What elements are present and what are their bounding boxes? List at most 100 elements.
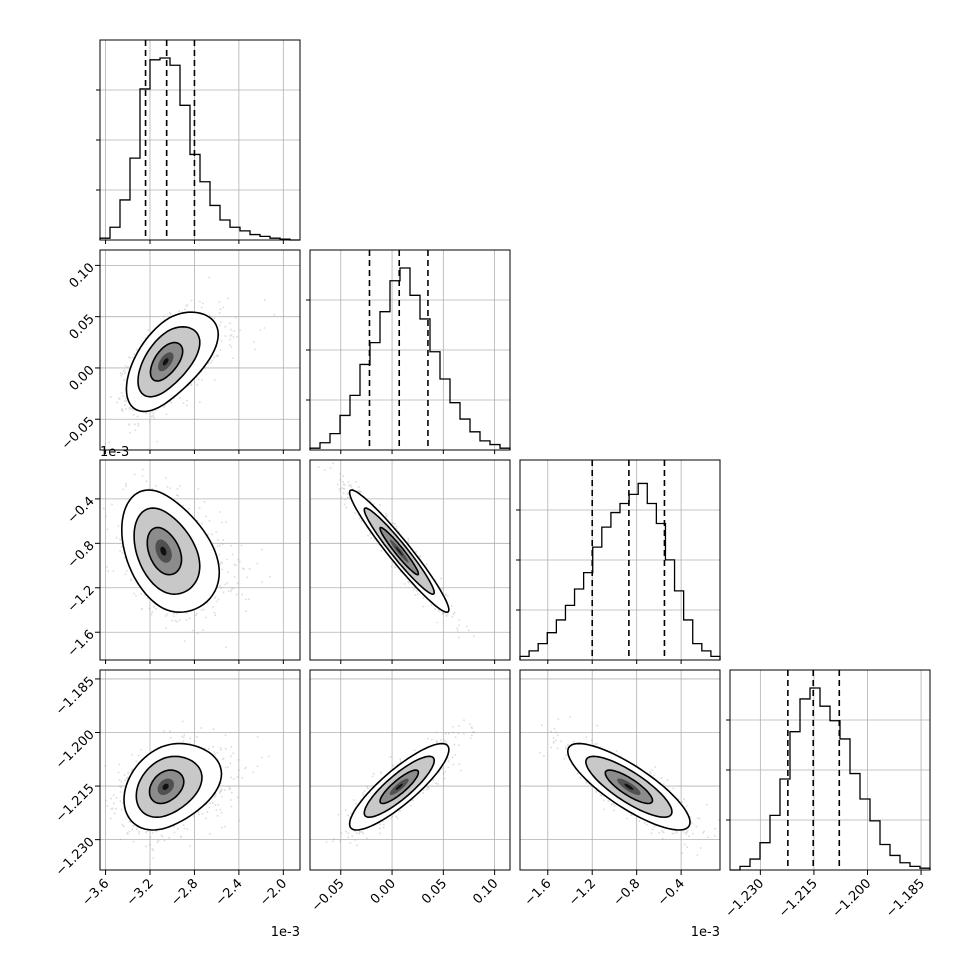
panel-2d-1-0 [99,249,301,451]
inner-xticks-1-1 [340,450,496,454]
density-fill-peak-3-2 [624,783,634,790]
xtick-label-1-0: −0.05 [309,876,348,915]
xtick-label-3-3: −1.185 [883,876,928,921]
x-offset-label-0: 1e-3 [271,925,300,940]
inner-xticks-0-0 [105,240,284,244]
panel-hist-3 [726,669,931,871]
contour-1-0-2 [125,311,220,413]
panel-2d-content-2-1 [310,460,510,660]
panel-frame-3-2 [519,669,721,871]
xtick-label-3-0: −1.230 [723,876,768,921]
density-fill-peak-3-1 [395,783,403,790]
density-fill-peak-3-0 [162,783,169,790]
xtick-label-1-1: 0.00 [368,876,399,907]
x-axis-1: −0.05 0.00 0.05 0.10 [309,870,501,915]
contour-2-1-1 [363,507,436,596]
x-axis-3: −1.230 −1.215 −1.200 −1.185 [723,870,928,921]
contour-2-0-2 [120,489,221,614]
contour-2-0-0 [146,526,183,576]
panel-frame-hist-2 [519,459,721,661]
ytick-label-3-2: −1.200 [53,728,98,773]
panel-2d-content-2-0 [100,460,300,660]
panel-hist-0 [96,39,301,241]
inner-xticks-1-0 [105,450,284,454]
panel-2d-2-0 [99,459,301,661]
y-axis-1: −0.05 0.00 0.05 0.10 [59,260,100,453]
density-fill-peak-1-0 [162,358,169,366]
ytick-label-1-1: 0.00 [67,363,98,394]
ytick-label-1-0: −0.05 [59,414,98,453]
contour-1-0-0 [149,341,184,382]
xtick-label-0-0: −3.6 [79,876,112,909]
inner-xticks-2-1 [340,660,496,664]
contour-3-1-2 [348,742,450,831]
xtick-label-2-1: −1.2 [566,876,599,909]
panel-frame-1-0 [99,249,301,451]
x-axis-0: −3.6 −3.2 −2.8 −2.4 −2.0 1e-3 [79,870,300,940]
ytick-label-3-1: −1.215 [53,781,98,826]
inner-xticks-2-0 [105,660,284,664]
panel-2d-3-1 [309,669,511,871]
contour-1-0-1 [137,325,201,398]
y-offset-label-2: 1e-3 [100,445,129,460]
xtick-label-0-1: −3.2 [124,876,157,909]
panel-2d-content-3-0 [100,670,300,870]
inner-xticks-2-2 [547,660,682,664]
xtick-label-2-0: −1.6 [522,876,555,909]
xtick-label-0-2: −2.8 [168,876,201,909]
xtick-label-3-2: −1.200 [830,876,875,921]
contour-2-0-1 [133,507,201,596]
panel-hist-1 [306,249,511,451]
contour-3-1-0 [379,769,420,805]
x-axis-2: −1.6 −1.2 −0.8 −0.4 1e-3 [522,870,720,940]
xtick-label-2-2: −0.8 [611,876,644,909]
xtick-label-0-4: −2.0 [257,876,290,909]
panel-frame-3-0 [99,669,301,871]
contour-2-1-2 [348,489,450,614]
histogram-2 [519,482,721,660]
contour-3-2-2 [566,742,691,831]
y-axis-2: −1.6 −1.2 −0.8 −0.4 1e-3 [65,445,130,660]
panel-frame-hist-3 [729,669,931,871]
contour-2-1-0 [379,526,420,576]
ytick-label-1-2: 0.05 [67,312,98,343]
ytick-label-3-3: −1.185 [53,674,98,719]
xtick-label-3-1: −1.215 [776,876,821,921]
density-fill-peak-2-0 [160,546,167,556]
contour-3-2-0 [604,769,654,805]
ytick-label-3-0: −1.230 [53,835,98,880]
panel-2d-content-3-2 [520,670,720,870]
x-offset-label-2: 1e-3 [691,925,720,940]
panel-frame-2-1 [309,459,511,661]
panel-2d-3-0 [99,669,301,871]
ytick-label-2-2: −0.8 [65,538,98,571]
xtick-label-1-2: 0.05 [419,876,450,907]
density-fill-peak-2-1 [395,546,403,556]
contour-3-1-1 [363,755,436,819]
panel-frame-hist-0 [99,39,301,241]
contour-3-0-0 [148,769,185,805]
ytick-label-2-1: −1.2 [65,583,98,616]
panel-2d-content-3-1 [310,670,510,870]
y-axis-3: −1.230 −1.215 −1.200 −1.185 [53,674,100,879]
panel-frame-hist-1 [309,249,511,451]
ytick-label-2-3: −0.4 [65,494,98,527]
histogram-3 [730,687,931,871]
xtick-label-2-3: −0.4 [655,876,688,909]
histogram-1 [309,267,511,450]
ytick-label-2-0: −1.6 [65,627,98,660]
contour-3-2-1 [584,755,673,819]
xtick-label-1-3: 0.10 [470,876,501,907]
histogram-0 [99,57,300,241]
contour-3-0-2 [123,742,223,831]
panel-frame-3-1 [309,669,511,871]
panel-2d-2-1 [309,459,511,661]
panel-2d-content-1-0 [100,250,300,450]
panel-frame-2-0 [99,459,301,661]
panel-2d-3-2 [519,669,721,871]
ytick-label-1-3: 0.10 [67,260,98,291]
panel-hist-2 [516,459,721,661]
xtick-label-0-3: −2.4 [213,876,246,909]
